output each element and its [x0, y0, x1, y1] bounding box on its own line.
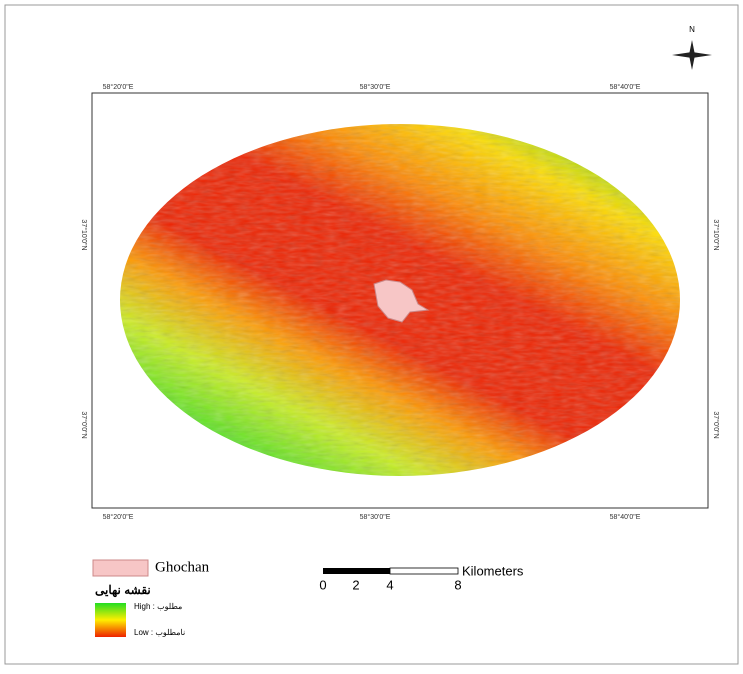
scale-label: 0 — [319, 577, 326, 592]
scale-label: 2 — [352, 577, 359, 592]
north-label: N — [689, 25, 695, 34]
grid-label-top: 58°20'0"E — [103, 83, 134, 91]
legend-high: High : مطلوب — [134, 602, 182, 611]
grid-label-top: 58°30'0"E — [360, 83, 391, 91]
grid-label-right: 37°10'0"N — [712, 219, 720, 250]
legend-low: Low : نامطلوب — [134, 628, 185, 637]
grid-label-bottom: 58°30'0"E — [360, 513, 391, 521]
grid-label-right: 37°0'0"N — [712, 411, 720, 438]
grid-label-top: 58°40'0"E — [610, 83, 641, 91]
grid-label-bottom: 58°40'0"E — [610, 513, 641, 521]
north-arrow: N — [672, 25, 712, 70]
scale-black — [323, 568, 390, 574]
scale-label: 8 — [454, 577, 461, 592]
grid-label-bottom: 58°20'0"E — [103, 513, 134, 521]
scale-unit: Kilometers — [462, 563, 524, 578]
city-legend: Ghochan — [155, 559, 210, 575]
grid-label-left: 37°10'0"N — [80, 219, 88, 250]
scale-label: 4 — [386, 577, 393, 592]
legend-ramp — [95, 603, 126, 637]
map-figure: N 58°20'0"E 58°30'0"E 58°40'0"E 58°20'0"E 58… — [0, 0, 743, 669]
city-swatch — [93, 560, 148, 576]
scale-white — [390, 568, 458, 574]
grid-label-left: 37°0'0"N — [80, 411, 88, 438]
legend-title: نقشه نهایی — [95, 583, 151, 598]
